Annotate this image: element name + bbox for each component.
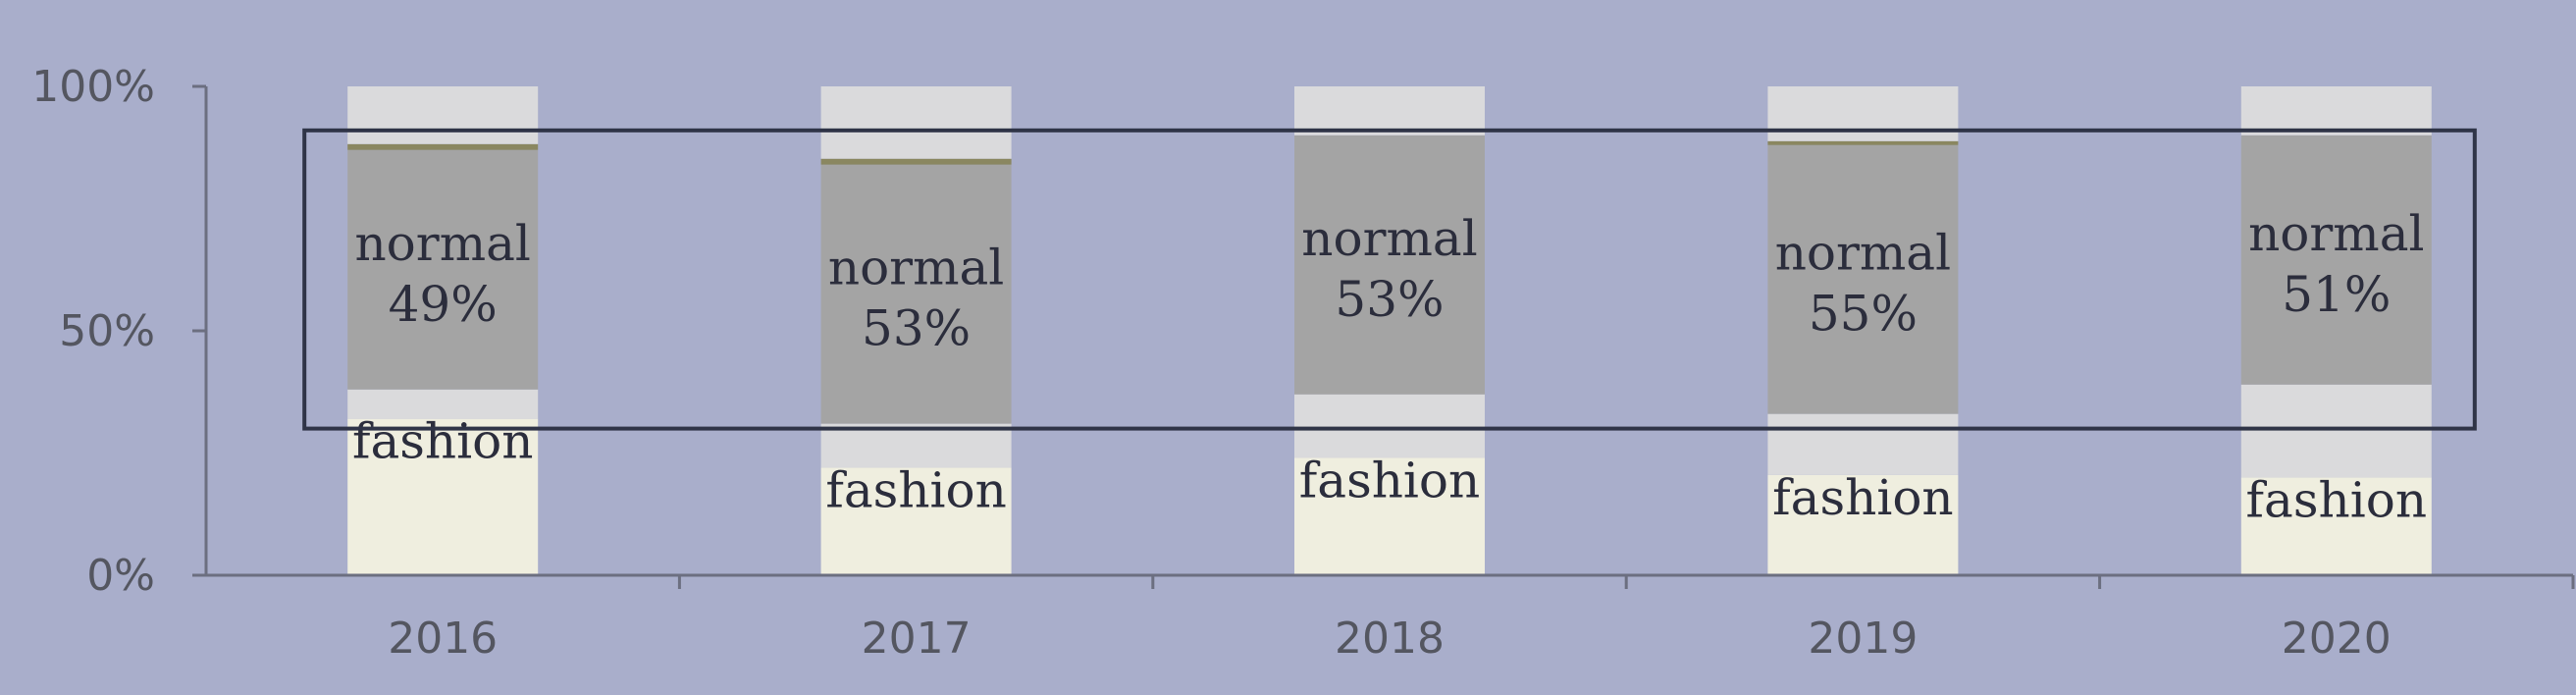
normal-percent-label: 53%	[1335, 271, 1444, 328]
y-tick-label: 50%	[59, 306, 155, 356]
bar-segment-light_upper	[1767, 86, 1959, 141]
bar-segment-light_lower	[1767, 413, 1959, 475]
bar-segment-normal	[820, 164, 1012, 424]
labels-layer: normal49%fashion2016normal53%fashion2017…	[31, 62, 2427, 664]
bar-segment-normal	[347, 149, 539, 390]
bar-segment-olive	[1767, 140, 1959, 145]
bars-layer	[347, 86, 2432, 575]
bar-segment-light_lower	[347, 389, 539, 419]
fashion-label: fashion	[2246, 471, 2427, 528]
normal-label: normal	[2248, 205, 2424, 262]
y-tick-label: 100%	[31, 62, 155, 112]
bar-segment-light_lower	[1294, 394, 1485, 458]
bar-segment-light_lower	[2240, 384, 2432, 478]
bar-segment-light_upper	[2240, 86, 2432, 135]
axes-layer	[192, 84, 2575, 589]
bar-segment-fashion	[820, 467, 1012, 575]
bar-segment-light_upper	[820, 86, 1012, 159]
bar-segment-light_lower	[820, 423, 1012, 468]
normal-label: normal	[828, 240, 1004, 296]
bar-segment-light_upper	[347, 86, 539, 144]
bar-segment-normal	[1294, 134, 1485, 395]
bar-segment-olive	[820, 158, 1012, 165]
normal-label: normal	[354, 215, 530, 272]
bar-segment-normal	[1767, 144, 1959, 414]
normal-percent-label: 51%	[2282, 266, 2391, 323]
bar-segment-fashion	[1294, 457, 1485, 575]
x-tick-label: 2020	[2282, 614, 2392, 664]
bar-segment-fashion	[1767, 474, 1959, 575]
normal-label: normal	[1775, 225, 1951, 282]
fashion-label: fashion	[1772, 469, 1953, 526]
fashion-label: fashion	[825, 461, 1006, 518]
normal-label: normal	[1301, 210, 1477, 267]
normal-percent-label: 53%	[862, 300, 971, 357]
bar-segment-fashion	[347, 418, 539, 575]
x-tick-label: 2019	[1808, 614, 1918, 664]
x-tick-label: 2018	[1335, 614, 1445, 664]
bar-segment-olive	[347, 143, 539, 150]
y-tick-label: 0%	[86, 551, 155, 601]
bar-segment-normal	[2240, 134, 2432, 385]
bar-segment-light_upper	[1294, 86, 1485, 135]
fashion-label: fashion	[1299, 452, 1480, 508]
x-tick-label: 2016	[388, 614, 498, 664]
highlight-box	[302, 128, 2477, 431]
x-tick-label: 2017	[862, 614, 972, 664]
normal-percent-label: 49%	[389, 276, 498, 333]
normal-percent-label: 55%	[1809, 286, 1918, 343]
bar-segment-fashion	[2240, 477, 2432, 575]
fashion-label: fashion	[352, 413, 533, 470]
